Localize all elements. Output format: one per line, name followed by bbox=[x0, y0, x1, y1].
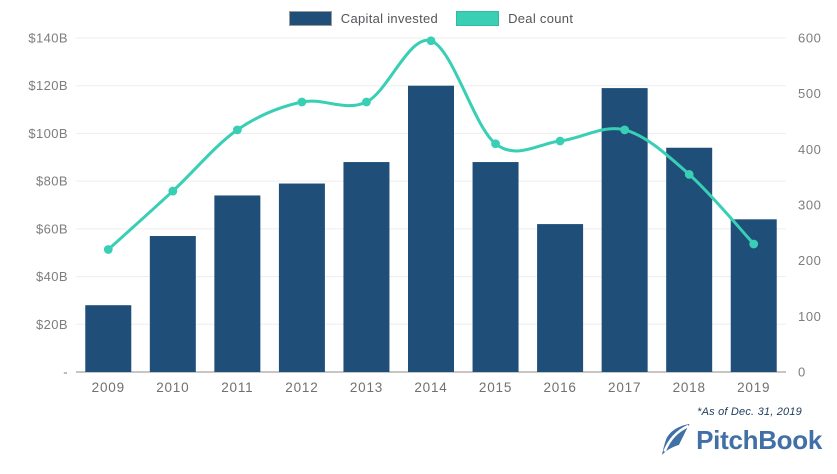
left-axis-tick-label: - bbox=[63, 365, 68, 380]
bar-2013 bbox=[343, 162, 390, 372]
bar-2010 bbox=[149, 236, 196, 372]
left-axis-tick-label: $120B bbox=[28, 78, 68, 93]
right-axis-tick-label: 200 bbox=[798, 253, 822, 268]
x-axis-label-2011: 2011 bbox=[221, 380, 253, 395]
right-axis-tick-label: 300 bbox=[798, 198, 822, 213]
x-axis-label-2017: 2017 bbox=[608, 380, 641, 395]
bar-2018 bbox=[666, 147, 713, 372]
combo-chart-plot: $140B $120B $100B $80B $60B $40B $20B - 600 500 40… bbox=[28, 31, 822, 396]
x-axis-label-2009: 2009 bbox=[92, 380, 125, 395]
x-axis-label-2012: 2012 bbox=[285, 380, 318, 395]
deal-count-point-2019 bbox=[749, 239, 759, 249]
deal-count-point-2011 bbox=[232, 125, 242, 135]
left-axis-tick-label: $60B bbox=[36, 221, 68, 236]
deal-count-label: Deal count bbox=[508, 11, 574, 26]
left-axis-tick-label: $20B bbox=[36, 317, 68, 332]
x-axis-label-2014: 2014 bbox=[414, 380, 447, 395]
right-axis-tick-label: 100 bbox=[798, 309, 822, 324]
legend-item-deal-count: Deal count bbox=[456, 11, 573, 26]
x-axis-label-2015: 2015 bbox=[479, 380, 512, 395]
bar-2015 bbox=[472, 162, 519, 372]
right-axis-tick-label: 0 bbox=[798, 365, 806, 380]
pitchbook-logo-text: PitchBook bbox=[696, 424, 822, 455]
deal-count-point-2015 bbox=[491, 139, 500, 149]
bar-2014 bbox=[408, 85, 454, 372]
left-axis-tick-label: $140B bbox=[28, 31, 68, 46]
x-axis-label-2016: 2016 bbox=[543, 380, 576, 395]
x-axis-label-2010: 2010 bbox=[156, 380, 189, 395]
bar-2016 bbox=[537, 224, 584, 372]
right-axis-tick-label: 500 bbox=[798, 86, 822, 101]
bar-2011 bbox=[214, 195, 261, 372]
left-axis-tick-label: $40B bbox=[36, 269, 68, 284]
legend: Capital invested Deal count bbox=[76, 11, 786, 26]
deal-count-swatch bbox=[456, 11, 500, 26]
right-axis-tick-label: 400 bbox=[798, 142, 822, 157]
deal-count-point-2018 bbox=[684, 169, 694, 179]
x-axis-label-2013: 2013 bbox=[350, 380, 383, 395]
x-axis-label-2019: 2019 bbox=[737, 380, 770, 395]
x-axis-label-2018: 2018 bbox=[673, 380, 706, 395]
bar-2009 bbox=[85, 305, 132, 372]
bar-2012 bbox=[278, 183, 325, 372]
left-axis-tick-label: $100B bbox=[28, 126, 68, 141]
deal-count-point-2010 bbox=[168, 186, 178, 196]
capital-invested-swatch bbox=[288, 11, 332, 26]
legend-item-capital-invested: Capital invested bbox=[288, 11, 439, 26]
deal-count-point-2014 bbox=[426, 36, 436, 46]
left-axis-tick-label: $80B bbox=[36, 174, 68, 189]
right-axis-tick-label: 600 bbox=[798, 31, 822, 46]
capital-invested-label: Capital invested bbox=[340, 11, 439, 26]
pitchbook-logo-icon bbox=[662, 423, 690, 455]
deal-count-point-2016 bbox=[555, 136, 565, 146]
deal-count-point-2009 bbox=[103, 245, 113, 254]
pitchbook-logo: PitchBook bbox=[659, 423, 822, 457]
deal-count-point-2012 bbox=[297, 97, 307, 107]
deal-count-point-2013 bbox=[362, 97, 371, 107]
footnote: *As of Dec. 31, 2019 bbox=[697, 406, 802, 418]
deal-count-point-2017 bbox=[620, 125, 630, 135]
